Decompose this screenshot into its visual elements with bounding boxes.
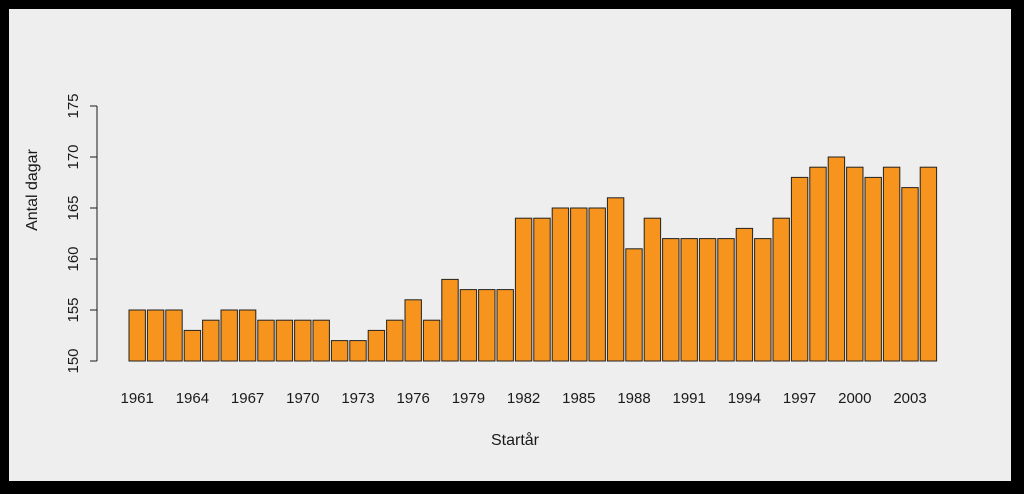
x-axis-tick-label: 1982 (507, 390, 540, 407)
bar-1978 (441, 278, 459, 362)
x-axis-tick-label: 2003 (893, 390, 926, 407)
y-axis-title: Antal dagar (24, 148, 41, 231)
bar-1971 (312, 319, 330, 362)
bar-1969 (275, 319, 294, 362)
bar-1961 (128, 309, 146, 362)
bars (128, 156, 938, 362)
bar-1988 (625, 248, 643, 362)
bar-1983 (533, 217, 551, 362)
bar-1995 (754, 238, 772, 362)
x-axis-tick-label: 1964 (176, 390, 209, 407)
y-axis-tick-label: 175 (65, 93, 82, 118)
y-axis: 150 155 160 165 170 175 (65, 93, 98, 374)
y-axis-tick-label: 155 (65, 297, 82, 322)
x-axis-tick-label: 1973 (341, 390, 374, 407)
bar-1972 (330, 340, 349, 362)
bar-1968 (257, 319, 275, 362)
x-axis-tick-label: 1997 (783, 390, 816, 407)
bar-1967 (238, 309, 257, 362)
bar-1994 (735, 227, 754, 362)
y-axis-tick-label: 165 (65, 195, 82, 220)
bar-1965 (202, 319, 220, 362)
bar-1993 (717, 238, 735, 362)
bar-1981 (496, 289, 514, 362)
bar-2003 (901, 187, 919, 362)
bar-1976 (404, 299, 422, 362)
bar-1989 (643, 217, 662, 362)
bar-1986 (588, 207, 606, 362)
bar-1991 (680, 238, 698, 362)
x-axis-tick-label: 1988 (617, 390, 650, 407)
bar-1970 (294, 319, 312, 362)
x-axis-tick-labels: 1961 1964 1967 1970 1973 1976 1979 1982 1985 1988… (121, 390, 927, 407)
x-axis-tick-label: 1961 (121, 390, 154, 407)
bar-1985 (570, 207, 588, 362)
bar-1982 (514, 217, 533, 362)
bar-1996 (772, 217, 790, 362)
bar-2001 (864, 176, 882, 362)
bar-1975 (386, 319, 404, 362)
x-axis-tick-label: 1970 (286, 390, 319, 407)
y-axis-tick-label: 150 (65, 348, 82, 373)
bar-1997 (790, 176, 809, 362)
y-axis-tick-label: 160 (65, 246, 82, 271)
x-axis-tick-label: 2000 (838, 390, 871, 407)
x-axis-tick-label: 1985 (562, 390, 595, 407)
x-axis-tick-label: 1994 (728, 390, 761, 407)
x-axis-tick-label: 1991 (673, 390, 706, 407)
x-axis-tick-label: 1976 (397, 390, 430, 407)
chart-panel: 150 155 160 165 170 175 1961 1964 1967 1970 1973 1… (9, 9, 1011, 481)
bar-1974 (367, 329, 386, 362)
bar-1964 (183, 329, 202, 362)
bar-2000 (846, 166, 864, 362)
bar-1973 (349, 340, 367, 362)
bar-1992 (698, 238, 717, 362)
bar-1998 (809, 166, 827, 362)
bar-2004 (919, 166, 938, 362)
y-axis-tick-label: 170 (65, 144, 82, 169)
bar-1966 (220, 309, 238, 362)
bar-1980 (478, 289, 496, 362)
x-axis-tick-label: 1979 (452, 390, 485, 407)
bar-1977 (422, 319, 441, 362)
bar-1979 (459, 289, 478, 362)
bar-1990 (662, 238, 680, 362)
x-axis-title: Startår (491, 431, 540, 449)
bar-1987 (606, 197, 625, 362)
bar-1984 (551, 207, 570, 362)
bar-1962 (146, 309, 165, 362)
x-axis-tick-label: 1967 (231, 390, 264, 407)
bar-2002 (882, 166, 901, 362)
bar-1963 (165, 309, 183, 362)
chart-frame: 150 155 160 165 170 175 1961 1964 1967 1970 1973 1… (3, 3, 1017, 489)
bar-1999 (827, 156, 846, 362)
